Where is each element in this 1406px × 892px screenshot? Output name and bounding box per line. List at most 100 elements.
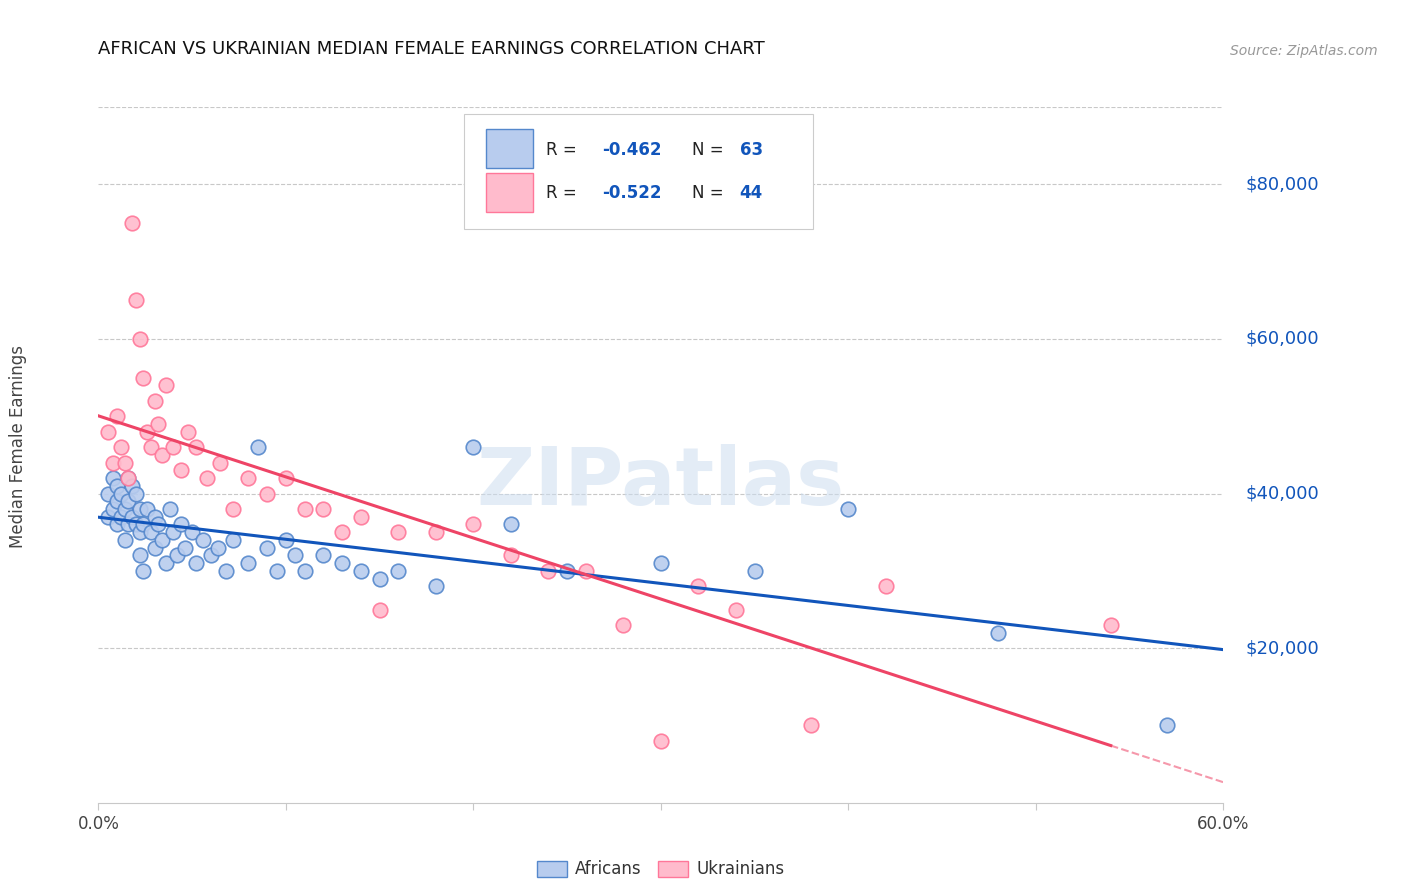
Point (724, 602, 747, 616)
Point (139, 525, 162, 540)
Point (136, 425, 159, 439)
Point (330, 525, 353, 540)
Point (238, 471, 260, 485)
Point (170, 517, 193, 532)
Text: R =: R = (546, 141, 582, 159)
Point (121, 479, 143, 493)
Point (875, 579, 897, 593)
Point (294, 502, 316, 516)
Text: N =: N = (692, 185, 730, 202)
Point (800, 718, 823, 732)
Point (103, 471, 125, 485)
Text: -0.462: -0.462 (602, 141, 662, 159)
Point (162, 440, 184, 454)
Point (184, 556, 207, 570)
Text: ZIPatlas: ZIPatlas (477, 443, 845, 522)
Point (155, 378, 177, 392)
Point (463, 517, 485, 532)
Point (121, 509, 143, 524)
Point (117, 471, 139, 485)
Text: R =: R = (546, 185, 582, 202)
Point (209, 456, 232, 470)
Point (143, 393, 166, 408)
Point (387, 525, 409, 540)
Text: -0.522: -0.522 (602, 185, 662, 202)
Point (387, 564, 409, 578)
Point (650, 556, 672, 570)
Point (266, 564, 288, 578)
Point (173, 541, 195, 555)
Point (499, 549, 522, 563)
Point (114, 502, 136, 516)
Point (103, 502, 125, 516)
Point (368, 572, 391, 586)
Text: 44: 44 (740, 185, 763, 202)
Text: $80,000: $80,000 (1246, 176, 1319, 194)
Point (105, 494, 128, 508)
Point (274, 533, 297, 547)
Point (987, 625, 1010, 640)
Point (117, 494, 139, 508)
Point (222, 502, 245, 516)
Point (128, 549, 150, 563)
Point (256, 486, 278, 500)
Text: Source: ZipAtlas.com: Source: ZipAtlas.com (1230, 44, 1378, 58)
Point (128, 332, 150, 346)
Point (139, 440, 162, 454)
Point (143, 541, 166, 555)
Point (132, 517, 155, 532)
Point (425, 579, 447, 593)
Point (181, 525, 204, 540)
Point (114, 533, 136, 547)
Point (110, 440, 132, 454)
Point (1156, 718, 1178, 732)
Point (97, 509, 120, 524)
Point (150, 448, 173, 462)
Point (132, 564, 155, 578)
FancyBboxPatch shape (486, 173, 533, 212)
FancyBboxPatch shape (486, 129, 533, 169)
Point (105, 479, 128, 493)
Point (132, 370, 155, 384)
FancyBboxPatch shape (464, 114, 813, 229)
Point (148, 417, 170, 431)
Point (688, 579, 710, 593)
Text: $40,000: $40,000 (1246, 484, 1319, 502)
Point (110, 486, 132, 500)
Point (350, 509, 373, 524)
Point (312, 502, 335, 516)
Point (143, 509, 166, 524)
Point (312, 549, 335, 563)
Point (128, 525, 150, 540)
Point (97, 486, 120, 500)
Point (575, 564, 598, 578)
Point (499, 517, 522, 532)
Point (284, 549, 307, 563)
Point (222, 533, 245, 547)
Point (159, 502, 181, 516)
Point (148, 517, 170, 532)
Point (103, 456, 125, 470)
Point (200, 549, 222, 563)
Point (110, 509, 132, 524)
Text: $20,000: $20,000 (1246, 640, 1319, 657)
Point (195, 471, 218, 485)
Point (368, 602, 391, 616)
Point (184, 440, 207, 454)
Legend: Africans, Ukrainians: Africans, Ukrainians (530, 854, 792, 885)
Point (125, 517, 148, 532)
Point (97, 425, 120, 439)
Point (274, 471, 297, 485)
Point (117, 517, 139, 532)
Point (114, 456, 136, 470)
Point (555, 564, 578, 578)
Text: N =: N = (692, 141, 730, 159)
Point (294, 564, 316, 578)
Text: AFRICAN VS UKRAINIAN MEDIAN FEMALE EARNINGS CORRELATION CHART: AFRICAN VS UKRAINIAN MEDIAN FEMALE EARNI… (98, 40, 765, 58)
Point (1099, 618, 1122, 632)
Point (121, 216, 143, 230)
Point (246, 440, 269, 454)
Text: 63: 63 (740, 141, 762, 159)
Point (128, 502, 150, 516)
Point (105, 517, 128, 532)
